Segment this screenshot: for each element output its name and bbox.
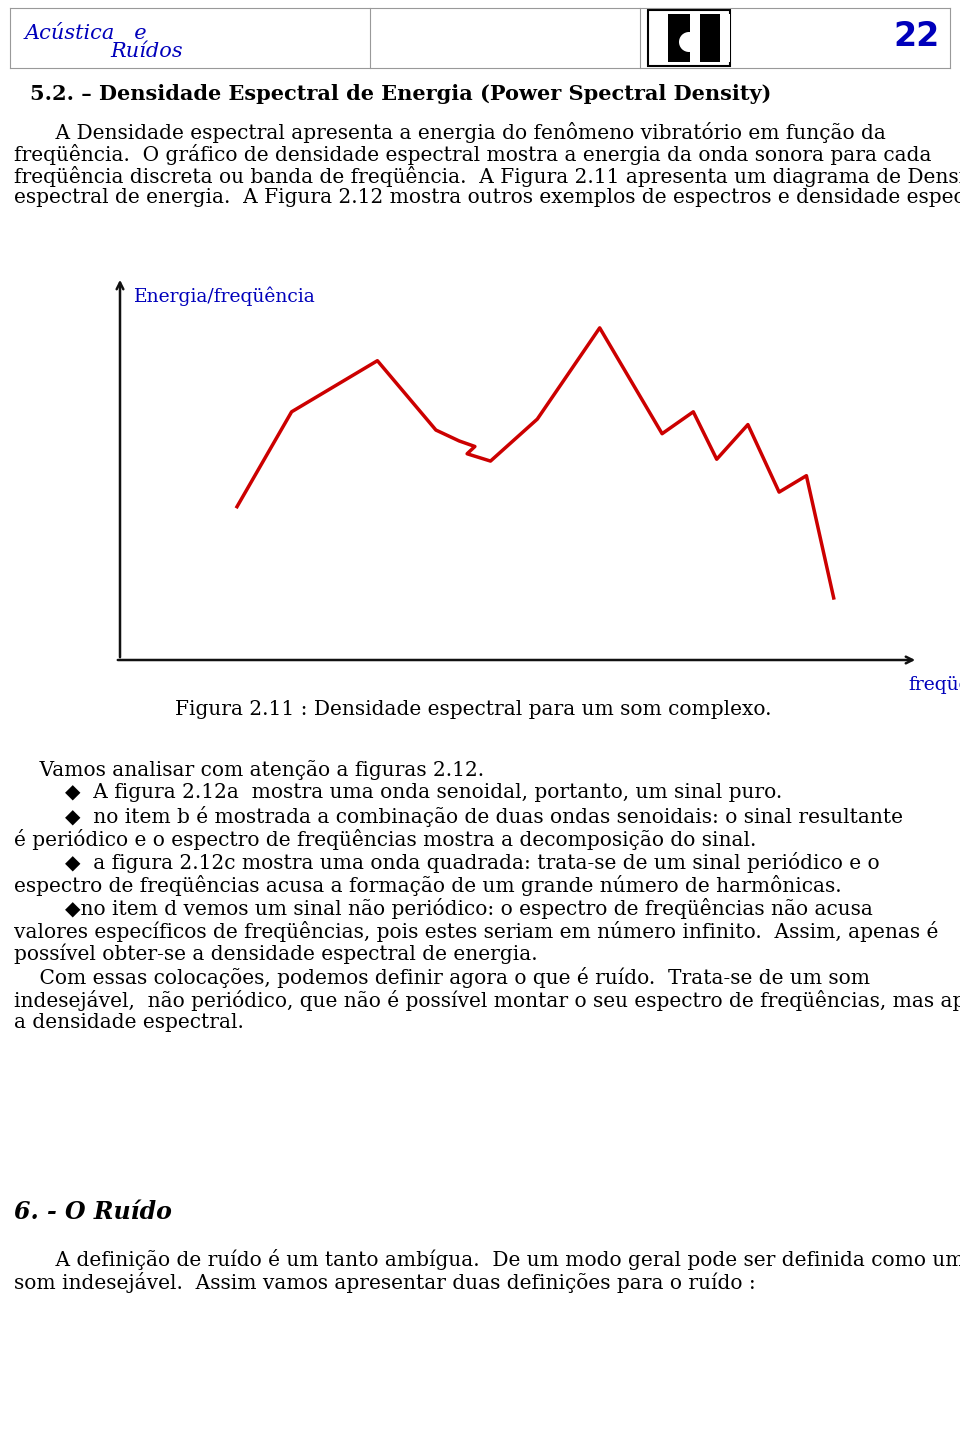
Bar — [690, 14, 700, 61]
Text: Energia/freqüência: Energia/freqüência — [134, 287, 316, 306]
Text: freqüência discreta ou banda de freqüência.  A Figura 2.11 apresenta um diagrama: freqüência discreta ou banda de freqüênc… — [14, 166, 960, 187]
Text: A definição de ruído é um tanto ambígua.  De um modo geral pode ser definida com: A definição de ruído é um tanto ambígua.… — [30, 1248, 960, 1270]
Text: Vamos analisar com atenção a figuras 2.12.: Vamos analisar com atenção a figuras 2.1… — [14, 759, 484, 779]
Text: freqüência: freqüência — [908, 674, 960, 694]
Text: ◆  A figura 2.12a  mostra uma onda senoidal, portanto, um sinal puro.: ◆ A figura 2.12a mostra uma onda senoida… — [14, 784, 782, 802]
Text: Acústica   e: Acústica e — [25, 24, 148, 43]
Text: freqüência.  O gráfico de densidade espectral mostra a energia da onda sonora pa: freqüência. O gráfico de densidade espec… — [14, 144, 931, 164]
Bar — [720, 14, 730, 61]
Text: Com essas colocações, podemos definir agora o que é ruído.  Trata-se de um som: Com essas colocações, podemos definir ag… — [14, 967, 870, 988]
Text: valores específicos de freqüências, pois estes seriam em número infinito.  Assim: valores específicos de freqüências, pois… — [14, 921, 938, 942]
Text: 5.2. – Densidade Espectral de Energia (Power Spectral Density): 5.2. – Densidade Espectral de Energia (P… — [30, 84, 772, 104]
Text: ◆no item d vemos um sinal não periódico: o espectro de freqüências não acusa: ◆no item d vemos um sinal não periódico:… — [14, 898, 873, 919]
Text: indesejável,  não periódico, que não é possível montar o seu espectro de freqüên: indesejável, não periódico, que não é po… — [14, 990, 960, 1011]
Text: 22: 22 — [894, 20, 940, 53]
Text: ◆  no item b é mostrada a combinação de duas ondas senoidais: o sinal resultante: ◆ no item b é mostrada a combinação de d… — [14, 807, 903, 827]
Text: a densidade espectral.: a densidade espectral. — [14, 1012, 244, 1032]
Text: Ruídos: Ruídos — [110, 41, 182, 61]
Bar — [648, 10, 730, 66]
Text: é periódico e o espectro de freqüências mostra a decomposição do sinal.: é periódico e o espectro de freqüências … — [14, 829, 756, 849]
Text: ◆  a figura 2.12c mostra uma onda quadrada: trata-se de um sinal periódico e o: ◆ a figura 2.12c mostra uma onda quadrad… — [14, 852, 879, 872]
Bar — [658, 14, 668, 61]
Text: Figura 2.11 : Densidade espectral para um som complexo.: Figura 2.11 : Densidade espectral para u… — [175, 701, 772, 719]
Text: espectro de freqüências acusa a formação de um grande número de harmônicas.: espectro de freqüências acusa a formação… — [14, 875, 842, 897]
Text: 6. - O Ruído: 6. - O Ruído — [14, 1200, 172, 1224]
Text: espectral de energia.  A Figura 2.12 mostra outros exemplos de espectros e densi: espectral de energia. A Figura 2.12 most… — [14, 187, 960, 207]
Bar — [658, 14, 720, 61]
Text: possível obter-se a densidade espectral de energia.: possível obter-se a densidade espectral … — [14, 944, 538, 964]
Text: som indesejável.  Assim vamos apresentar duas definições para o ruído :: som indesejável. Assim vamos apresentar … — [14, 1273, 756, 1293]
Text: A Densidade espectral apresenta a energia do fenômeno vibratório em função da: A Densidade espectral apresenta a energi… — [30, 122, 886, 143]
Ellipse shape — [679, 31, 699, 51]
